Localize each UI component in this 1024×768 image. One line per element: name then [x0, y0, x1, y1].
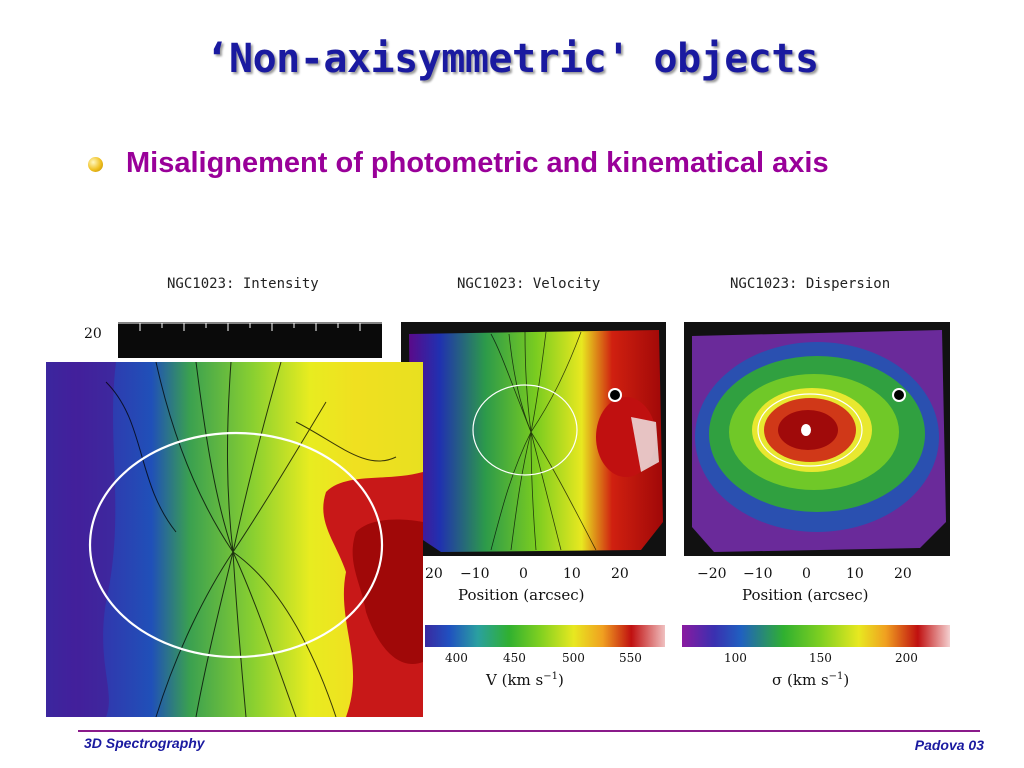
dispersion-colorbar	[682, 625, 950, 647]
velocity-x-tick: 10	[563, 566, 581, 582]
dispersion-x-label: Position (arcsec)	[742, 586, 869, 604]
velocity-map	[401, 322, 666, 556]
velocity-x-tick: 0	[519, 566, 528, 582]
dispersion-colorbar-tick: 150	[809, 651, 832, 665]
footer-right-text: Padova 03	[914, 737, 984, 753]
dispersion-x-tick: 20	[894, 566, 912, 582]
intensity-y-tick: 20	[84, 326, 102, 342]
footer-left-text: 3D Spectrography	[84, 735, 205, 751]
velocity-x-tick: 20	[611, 566, 629, 582]
bullet-icon	[88, 157, 103, 172]
intensity-ticks	[118, 322, 382, 358]
dispersion-panel-title: NGC1023: Dispersion	[730, 276, 891, 292]
dispersion-map-image	[684, 322, 950, 556]
dispersion-colorbar-tick: 200	[895, 651, 918, 665]
velocity-zoom-inset	[46, 362, 423, 717]
dispersion-x-tick: −10	[743, 566, 773, 582]
velocity-colorbar-tick: 450	[503, 651, 526, 665]
velocity-zoom-image	[46, 362, 423, 717]
velocity-panel-title: NGC1023: Velocity	[457, 276, 601, 292]
dispersion-x-tick: −20	[697, 566, 727, 582]
velocity-colorbar-tick: 550	[619, 651, 642, 665]
bullet-text: Misalignement of photometric and kinemat…	[126, 147, 829, 179]
dispersion-colorbar-tick: 100	[724, 651, 747, 665]
velocity-map-image	[401, 322, 666, 556]
dispersion-map	[684, 322, 950, 556]
velocity-colorbar-label: V (km s−1)	[486, 671, 564, 689]
dispersion-x-tick: 10	[846, 566, 864, 582]
velocity-colorbar-tick: 400	[445, 651, 468, 665]
velocity-colorbar-tick: 500	[562, 651, 585, 665]
velocity-x-tick: −10	[460, 566, 490, 582]
intensity-map	[118, 322, 382, 358]
velocity-colorbar	[425, 625, 665, 647]
velocity-x-tick: 20	[425, 566, 443, 582]
velocity-x-label: Position (arcsec)	[458, 586, 585, 604]
footer-divider	[78, 730, 980, 732]
dispersion-x-tick: 0	[802, 566, 811, 582]
intensity-panel-title: NGC1023: Intensity	[167, 276, 319, 292]
dispersion-colorbar-label: σ (km s−1)	[772, 671, 850, 689]
slide-title: ‘Non-axisymmetric' objects	[205, 36, 819, 82]
